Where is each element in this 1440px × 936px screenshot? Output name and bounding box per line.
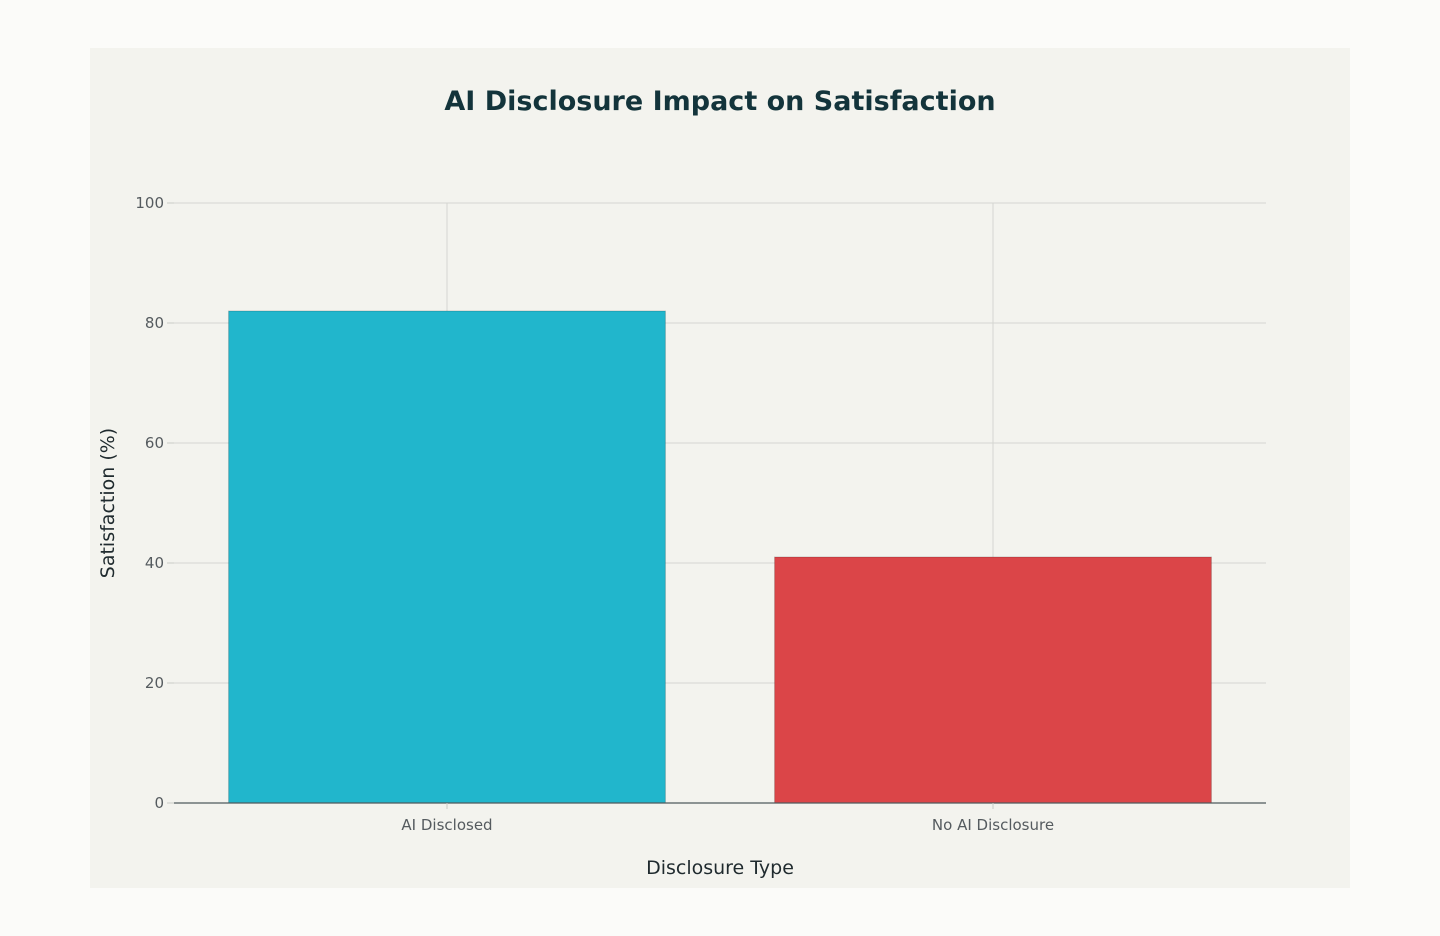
y-tick-label: 100 bbox=[135, 194, 164, 212]
y-tick-label: 0 bbox=[154, 794, 164, 812]
bars bbox=[228, 310, 1212, 804]
y-tick-label: 60 bbox=[145, 434, 164, 452]
x-tick-label: AI Disclosed bbox=[401, 816, 492, 834]
y-tick-label: 20 bbox=[145, 674, 164, 692]
y-tick-label: 80 bbox=[145, 314, 164, 332]
x-axis-label: Disclosure Type bbox=[646, 857, 794, 879]
y-axis-label: Satisfaction (%) bbox=[97, 428, 119, 578]
y-tick-label: 40 bbox=[145, 554, 164, 572]
chart-title: AI Disclosure Impact on Satisfaction bbox=[444, 86, 995, 117]
x-tick-label: No AI Disclosure bbox=[932, 816, 1054, 834]
bar-ai-disclosed bbox=[228, 310, 666, 804]
axes: 0 20 40 60 80 100 AI Disclosed No AI Disclosure bbox=[135, 194, 1266, 834]
bar-no-ai-disclosure bbox=[774, 556, 1212, 804]
